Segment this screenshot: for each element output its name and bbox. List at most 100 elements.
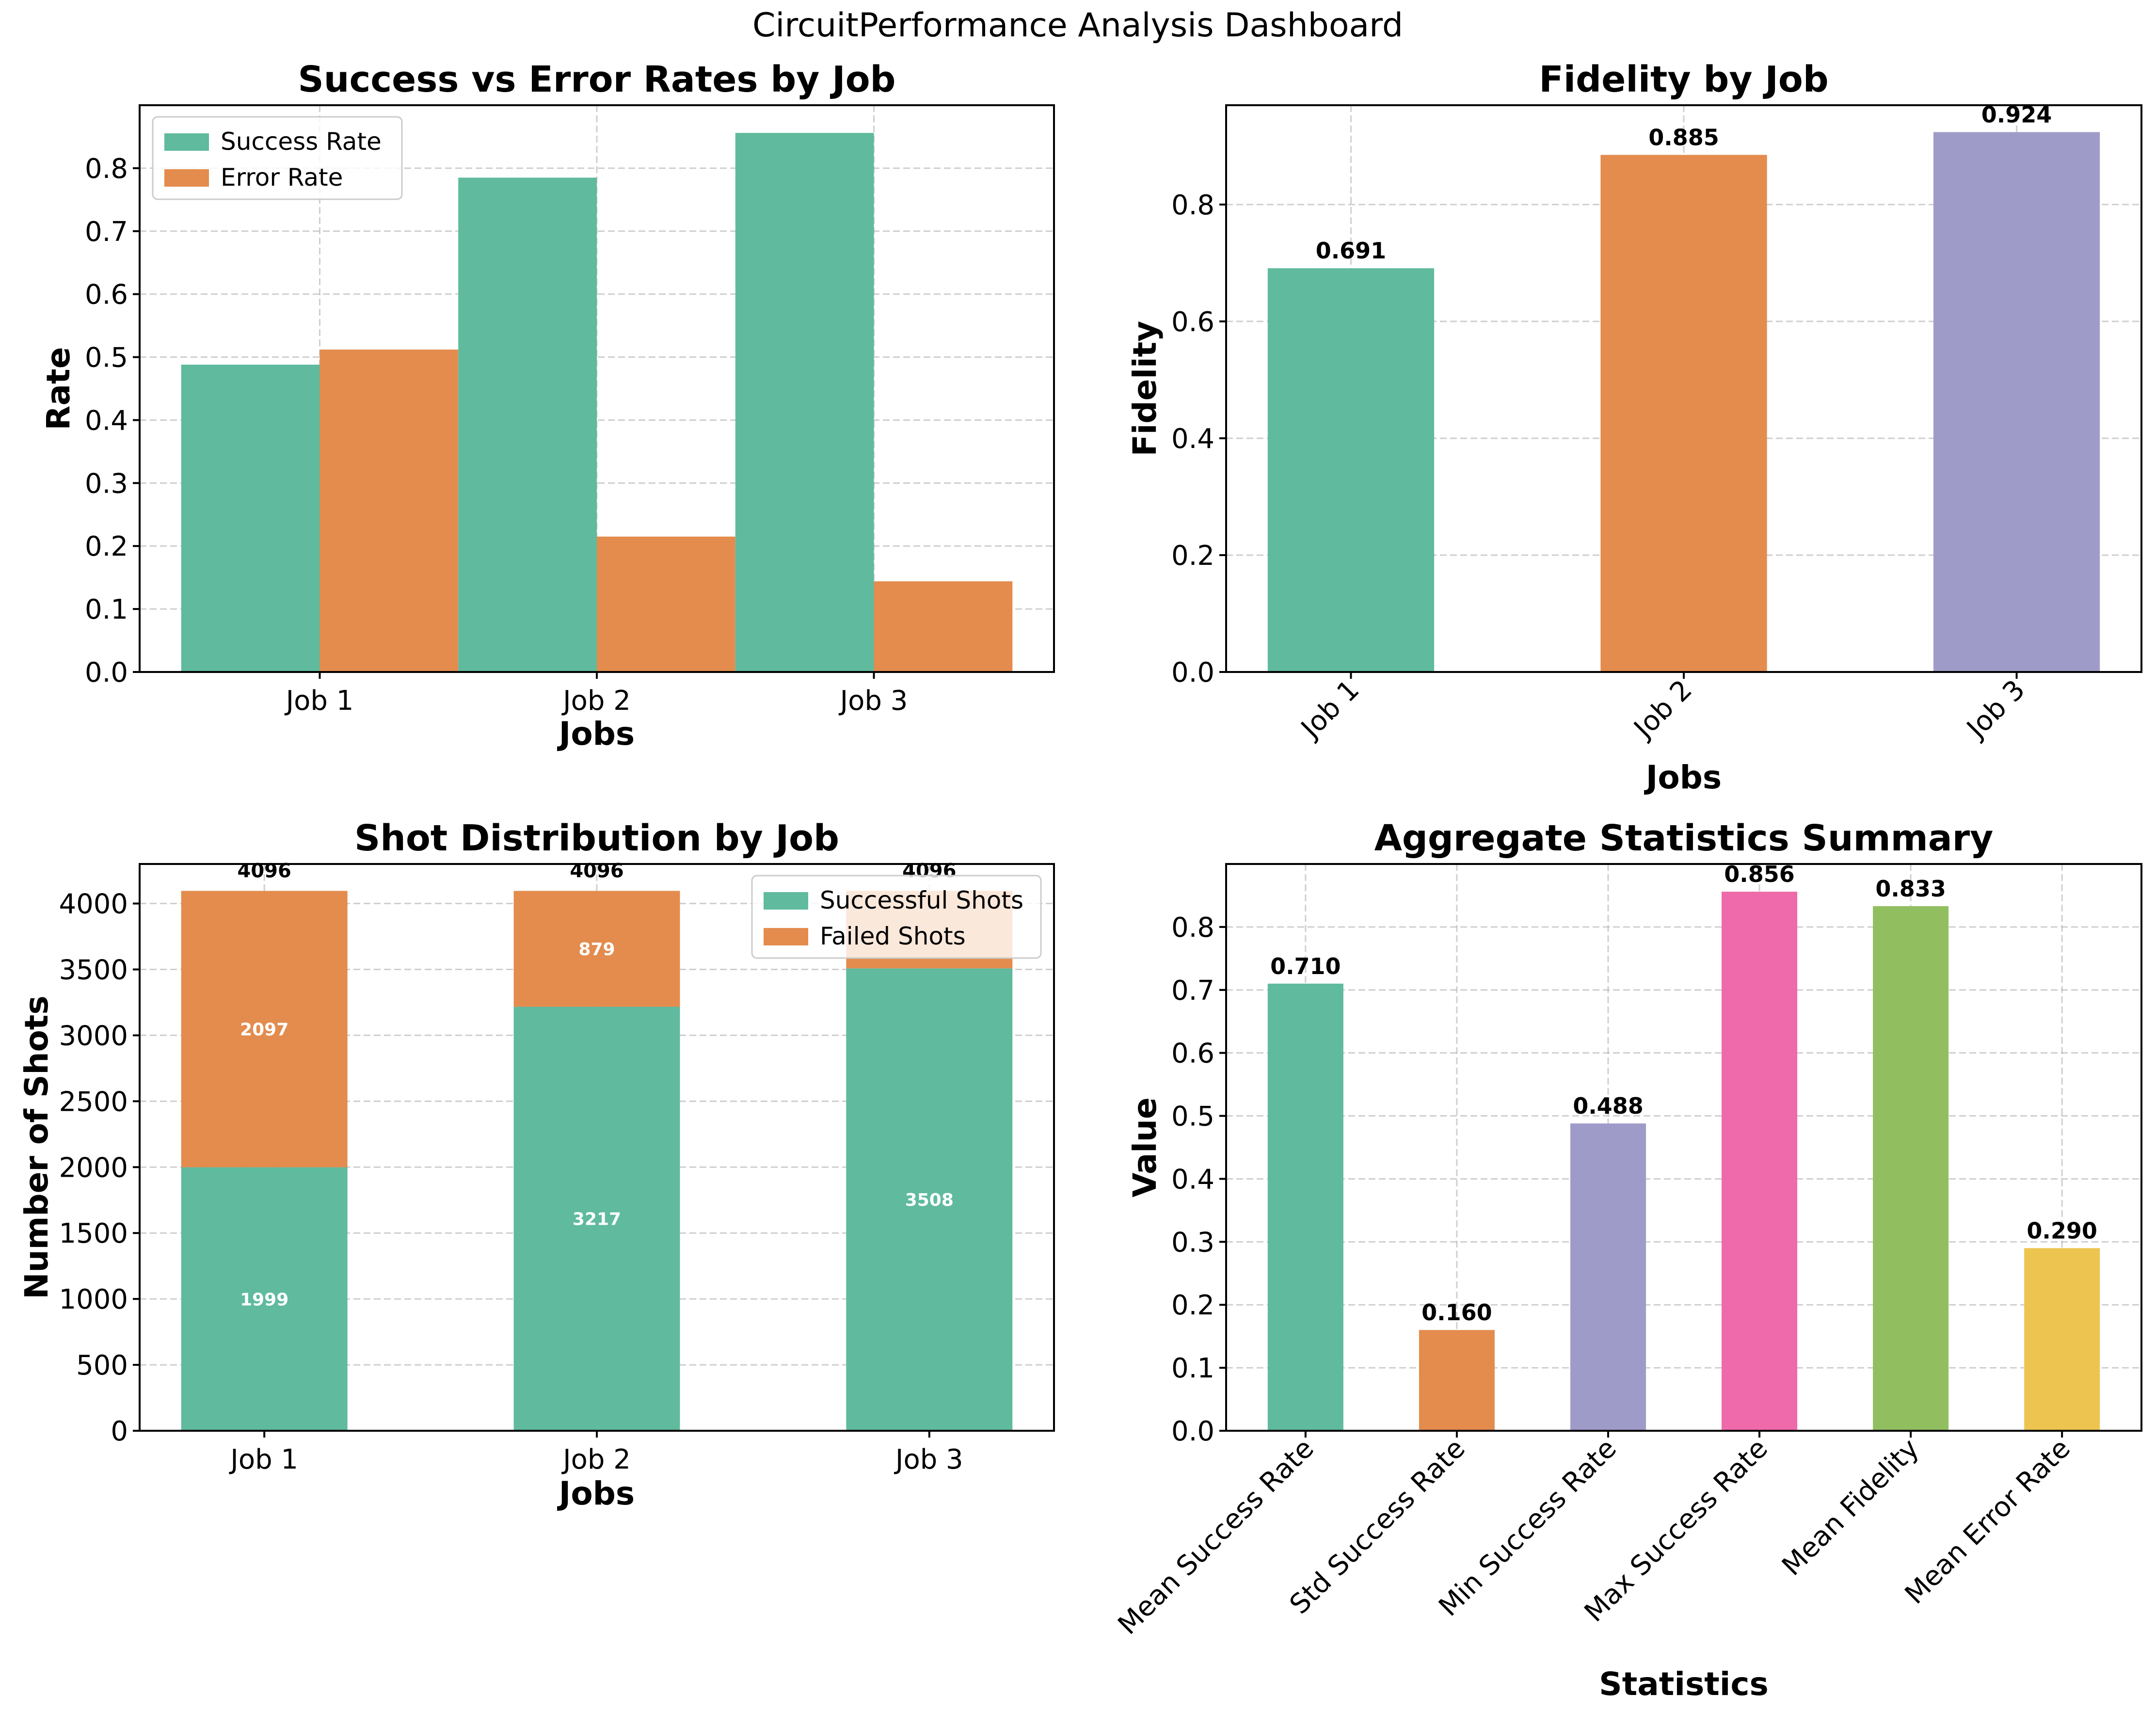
legend-swatch-failed-shots <box>764 928 808 945</box>
y-tick-label: 0.0 <box>85 657 128 688</box>
failed-shots-bar <box>181 891 348 1167</box>
bar-value-label: 0.710 <box>1270 953 1341 979</box>
x-tick-label: Job 1 <box>285 685 354 717</box>
x-axis-label: Statistics <box>1599 1665 1769 1703</box>
x-axis-label: Jobs <box>557 715 635 752</box>
successful-shots-bar <box>846 968 1013 1431</box>
bar-value-label: 0.833 <box>1875 876 1946 902</box>
bar-segment-label: 1999 <box>240 1290 288 1310</box>
y-tick-label: 1500 <box>59 1218 128 1249</box>
y-tick-label: 0.0 <box>1171 1416 1214 1447</box>
dashboard-title: CircuitPerformance Analysis Dashboard <box>752 6 1403 45</box>
y-tick-label: 3500 <box>59 954 128 986</box>
y-tick-label: 0.7 <box>1171 975 1214 1007</box>
y-tick-label: 0.8 <box>1171 190 1214 221</box>
bar <box>1267 268 1435 672</box>
bar <box>1600 155 1767 672</box>
x-tick-label: Job 2 <box>561 685 631 717</box>
plot-frame <box>139 863 1055 1432</box>
success-rate-bar <box>458 177 597 672</box>
error-rate-bar <box>874 581 1013 672</box>
chart-title: Aggregate Statistics Summary <box>1374 817 1994 859</box>
x-tick-label: Job 3 <box>839 685 908 717</box>
successful-shots-bar <box>513 1007 680 1431</box>
legend-swatch-successful-shots <box>764 892 808 910</box>
x-tick-label: Mean Fidelity <box>1776 1433 1925 1582</box>
legend-label: Error Rate <box>221 163 343 192</box>
y-axis-label: Rate <box>40 347 77 431</box>
legend-label: Failed Shots <box>820 922 966 950</box>
shot-distribution-chart: Shot Distribution by Job 0 500 1000 1500 2000… <box>18 817 1055 1512</box>
x-tick-label: Job 2 <box>1627 674 1698 745</box>
aggregate-statistics-chart: Aggregate Statistics Summary 0.0 0.1 0.2 0.3… <box>1112 817 2142 1703</box>
error-rate-bar <box>319 349 459 672</box>
plot-frame <box>139 104 1055 673</box>
bar <box>1933 132 2100 672</box>
y-tick-label: 0.3 <box>85 468 128 499</box>
bar-segment-label: 2097 <box>240 1020 288 1040</box>
fidelity-chart: Fidelity by Job 0.0 0.2 0.4 0.6 0.8 0.691 0.885… <box>1126 59 2142 796</box>
x-axis-label: Jobs <box>1644 759 1722 796</box>
bar <box>1722 892 1798 1431</box>
y-tick-label: 0.6 <box>1171 1038 1214 1070</box>
success-error-rates-chart: Success vs Error Rates by Job 0.0 0.1 0.2 0.… <box>40 59 1055 752</box>
y-tick-label: 0.2 <box>1171 1290 1214 1321</box>
y-tick-label: 500 <box>76 1350 128 1381</box>
chart-title: Success vs Error Rates by Job <box>298 59 895 100</box>
legend-swatch-error-rate <box>164 169 209 187</box>
x-tick-label: Job 2 <box>561 1444 631 1475</box>
bar <box>2024 1248 2100 1431</box>
plot-frame <box>1225 104 2142 673</box>
error-rate-bar <box>597 536 735 672</box>
y-tick-label: 0.5 <box>1171 1101 1214 1133</box>
y-tick-label: 0.6 <box>85 279 128 311</box>
y-tick-label: 0.5 <box>85 342 128 374</box>
x-tick-label: Job 3 <box>894 1444 963 1475</box>
y-tick-label: 0.6 <box>1171 306 1214 338</box>
plot-frame <box>1225 863 2142 1432</box>
y-tick-label: 1000 <box>59 1284 128 1315</box>
bar-value-label: 0.856 <box>1724 861 1795 887</box>
bar-value-label: 0.488 <box>1573 1093 1644 1119</box>
x-tick-label: Job 1 <box>1294 674 1365 745</box>
y-tick-label: 0.2 <box>1171 540 1214 572</box>
y-tick-label: 0.2 <box>85 531 128 562</box>
bar <box>1267 983 1343 1431</box>
legend-box <box>751 875 1042 959</box>
y-axis-label: Fidelity <box>1126 321 1164 457</box>
bar-segment-label: 3217 <box>573 1210 621 1230</box>
bar <box>1873 906 1949 1431</box>
y-tick-label: 2000 <box>59 1152 128 1183</box>
bar-value-label: 0.290 <box>2027 1217 2097 1244</box>
failed-shots-bar <box>513 891 680 1007</box>
legend-label: Success Rate <box>221 128 382 156</box>
x-tick-label: Job 1 <box>229 1444 298 1475</box>
y-tick-label: 0.7 <box>85 216 128 248</box>
bar-segment-label: 3508 <box>905 1190 954 1210</box>
y-tick-label: 0.8 <box>85 153 128 185</box>
success-rate-bar <box>735 133 874 672</box>
y-tick-label: 0.1 <box>85 594 128 625</box>
bar-value-label: 0.160 <box>1421 1299 1492 1326</box>
bar <box>1419 1330 1495 1431</box>
legend-box <box>152 116 403 200</box>
x-tick-label: Mean Error Rate <box>1899 1433 2076 1610</box>
chart-title: Shot Distribution by Job <box>354 817 839 859</box>
y-tick-label: 0.3 <box>1171 1227 1214 1258</box>
success-rate-bar <box>181 365 320 672</box>
bar-value-label: 0.885 <box>1648 124 1719 150</box>
y-tick-label: 0.1 <box>1171 1353 1214 1384</box>
y-tick-label: 0 <box>111 1416 128 1447</box>
bar-segment-label: 879 <box>578 940 615 959</box>
legend-label: Successful Shots <box>820 886 1023 914</box>
successful-shots-bar <box>181 1167 348 1431</box>
x-tick-label: Mean Success Rate <box>1112 1433 1320 1641</box>
y-tick-label: 2500 <box>59 1086 128 1118</box>
bar <box>1570 1123 1646 1431</box>
y-axis-label: Number of Shots <box>18 995 55 1299</box>
y-axis-label: Value <box>1126 1097 1164 1197</box>
y-tick-label: 0.8 <box>1171 912 1214 943</box>
y-tick-label: 0.0 <box>1171 657 1214 688</box>
chart-title: Fidelity by Job <box>1539 59 1829 100</box>
